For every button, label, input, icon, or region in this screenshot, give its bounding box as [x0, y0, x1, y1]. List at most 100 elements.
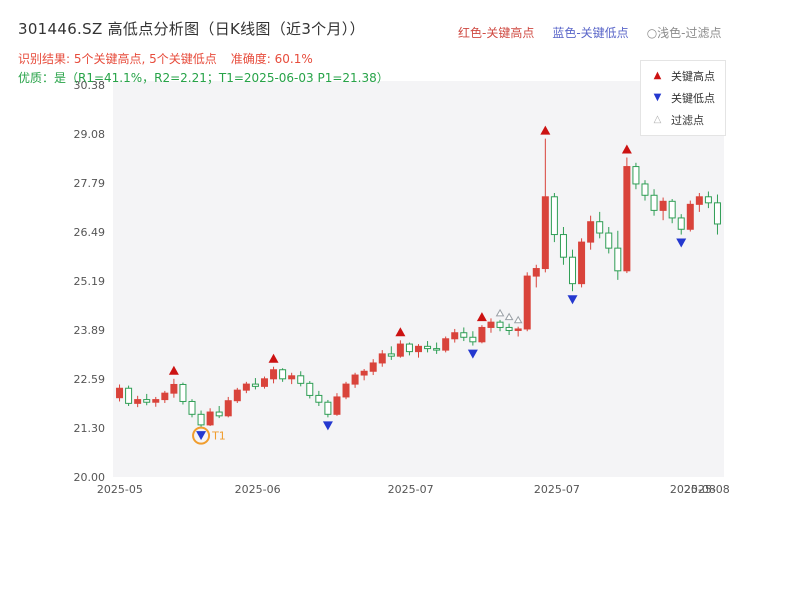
- candle-body: [623, 166, 631, 272]
- y-axis: 20.00 21.30 22.59 23.89 25.19 26.49 27.79 29.08…: [74, 79, 106, 484]
- candle-body: [143, 399, 151, 403]
- x-tick-label: 2025-07: [388, 483, 434, 496]
- filtered-point-marker: [495, 308, 505, 317]
- candle-body: [170, 383, 178, 394]
- candle-body: [251, 383, 259, 387]
- candle-body: [505, 326, 513, 331]
- x-tick-label: 2025-08: [670, 483, 716, 496]
- candle-body: [297, 375, 305, 384]
- candle-body: [116, 387, 124, 399]
- candle-body: [632, 166, 640, 185]
- candle-body: [415, 345, 422, 353]
- candle-body: [668, 200, 676, 219]
- x-tick-label: 2025-08: [684, 483, 730, 496]
- candle-body: [569, 256, 577, 285]
- y-tick-label: 22.59: [74, 373, 106, 386]
- candle-body: [242, 383, 250, 391]
- key-high-marker: [268, 353, 279, 363]
- key-low-marker: [322, 421, 333, 431]
- candle-body: [405, 343, 413, 353]
- candle-body: [641, 183, 649, 196]
- candle-body: [424, 345, 432, 350]
- x-tick-label: 2025-06: [235, 483, 281, 496]
- key-high-marker: [476, 312, 487, 322]
- legend-key-high-label: 红色-关键高点: [458, 26, 535, 40]
- triangle-down-icon: ▼: [653, 92, 662, 103]
- filtered-markers: [495, 308, 523, 324]
- key-high-marker: [395, 327, 406, 337]
- candle-body: [650, 194, 658, 211]
- recognition-result-text: 识别结果: 5个关键高点, 5个关键低点: [18, 52, 217, 66]
- chart-legend-box: ▲ 关键高点 ▼ 关键低点 △ 过滤点: [640, 60, 726, 136]
- candle-body: [469, 336, 477, 343]
- candle-body: [396, 343, 404, 357]
- y-tick-label: 21.30: [74, 422, 106, 435]
- candle-body: [532, 268, 540, 277]
- candle-body: [161, 392, 169, 401]
- legend-filtered-label: ○浅色-过滤点: [646, 26, 722, 40]
- candle-body: [677, 217, 685, 230]
- key-high-marker: [540, 125, 551, 135]
- candle-body: [351, 374, 359, 385]
- key-high-marker: [168, 365, 179, 375]
- x-tick-label: 2025-07: [534, 483, 580, 496]
- y-tick-label: 23.89: [74, 324, 106, 337]
- legend-item-label: 关键低点: [671, 92, 715, 105]
- key-low-marker: [467, 349, 478, 359]
- candle-body: [460, 332, 468, 338]
- candle-body: [260, 378, 268, 387]
- y-tick-label: 26.49: [74, 226, 106, 239]
- candle-body: [288, 375, 296, 380]
- candle-body: [451, 332, 459, 340]
- candle-body: [686, 203, 694, 230]
- triangle-up-icon: ▲: [653, 70, 662, 81]
- candle-body: [387, 353, 395, 357]
- key-high-markers: [168, 125, 632, 375]
- legend-key-low-label: 蓝色-关键低点: [552, 26, 629, 40]
- t1-label: T1: [211, 430, 226, 443]
- candle-body: [134, 399, 142, 404]
- candle-body: [695, 196, 703, 205]
- candle-body: [659, 200, 667, 211]
- candle-body: [442, 338, 450, 351]
- candle-body: [315, 394, 323, 403]
- candle-body: [179, 383, 187, 402]
- x-tick-label: 2025-05: [97, 483, 143, 496]
- candle-body: [496, 321, 504, 328]
- header-legend: 红色-关键高点 蓝色-关键低点 ○浅色-过滤点: [458, 24, 722, 41]
- legend-item-label: 关键高点: [671, 70, 715, 83]
- legend-item-label: 过滤点: [671, 114, 704, 127]
- accuracy-text: 准确度: 60.1%: [230, 52, 313, 66]
- candle-body: [233, 389, 241, 402]
- candle-body: [125, 387, 133, 404]
- key-high-marker: [621, 144, 632, 154]
- candle-body: [360, 370, 368, 376]
- candle-body: [550, 196, 558, 236]
- candle-body: [188, 400, 196, 415]
- y-tick-label: 30.38: [74, 79, 106, 92]
- candle-body: [342, 383, 350, 398]
- triangle-outline-icon: △: [653, 114, 662, 125]
- legend-item-key-low: ▼ 关键低点: [651, 90, 715, 106]
- legend-item-key-high: ▲ 关键高点: [651, 68, 715, 84]
- candle-body: [605, 232, 613, 249]
- filtered-point-marker: [513, 315, 523, 324]
- candle-body: [270, 369, 278, 380]
- y-tick-label: 20.00: [74, 471, 106, 484]
- key-low-markers: [196, 238, 687, 441]
- candle-body: [713, 202, 721, 225]
- candle-body: [306, 382, 314, 396]
- candle-body: [478, 326, 486, 343]
- candle-body: [596, 221, 604, 234]
- candle-body: [523, 275, 531, 330]
- y-tick-label: 25.19: [74, 275, 106, 288]
- candle-body: [487, 321, 495, 328]
- quality-line: 优质：是（R1=41.1%，R2=2.21；T1=2025-06-03 P1=2…: [18, 71, 389, 85]
- candle-body: [215, 411, 223, 417]
- y-tick-label: 29.08: [74, 128, 106, 141]
- legend-item-filtered: △ 过滤点: [651, 112, 715, 128]
- key-low-marker: [567, 295, 578, 305]
- key-low-marker: [676, 238, 687, 248]
- candle-body: [514, 328, 522, 331]
